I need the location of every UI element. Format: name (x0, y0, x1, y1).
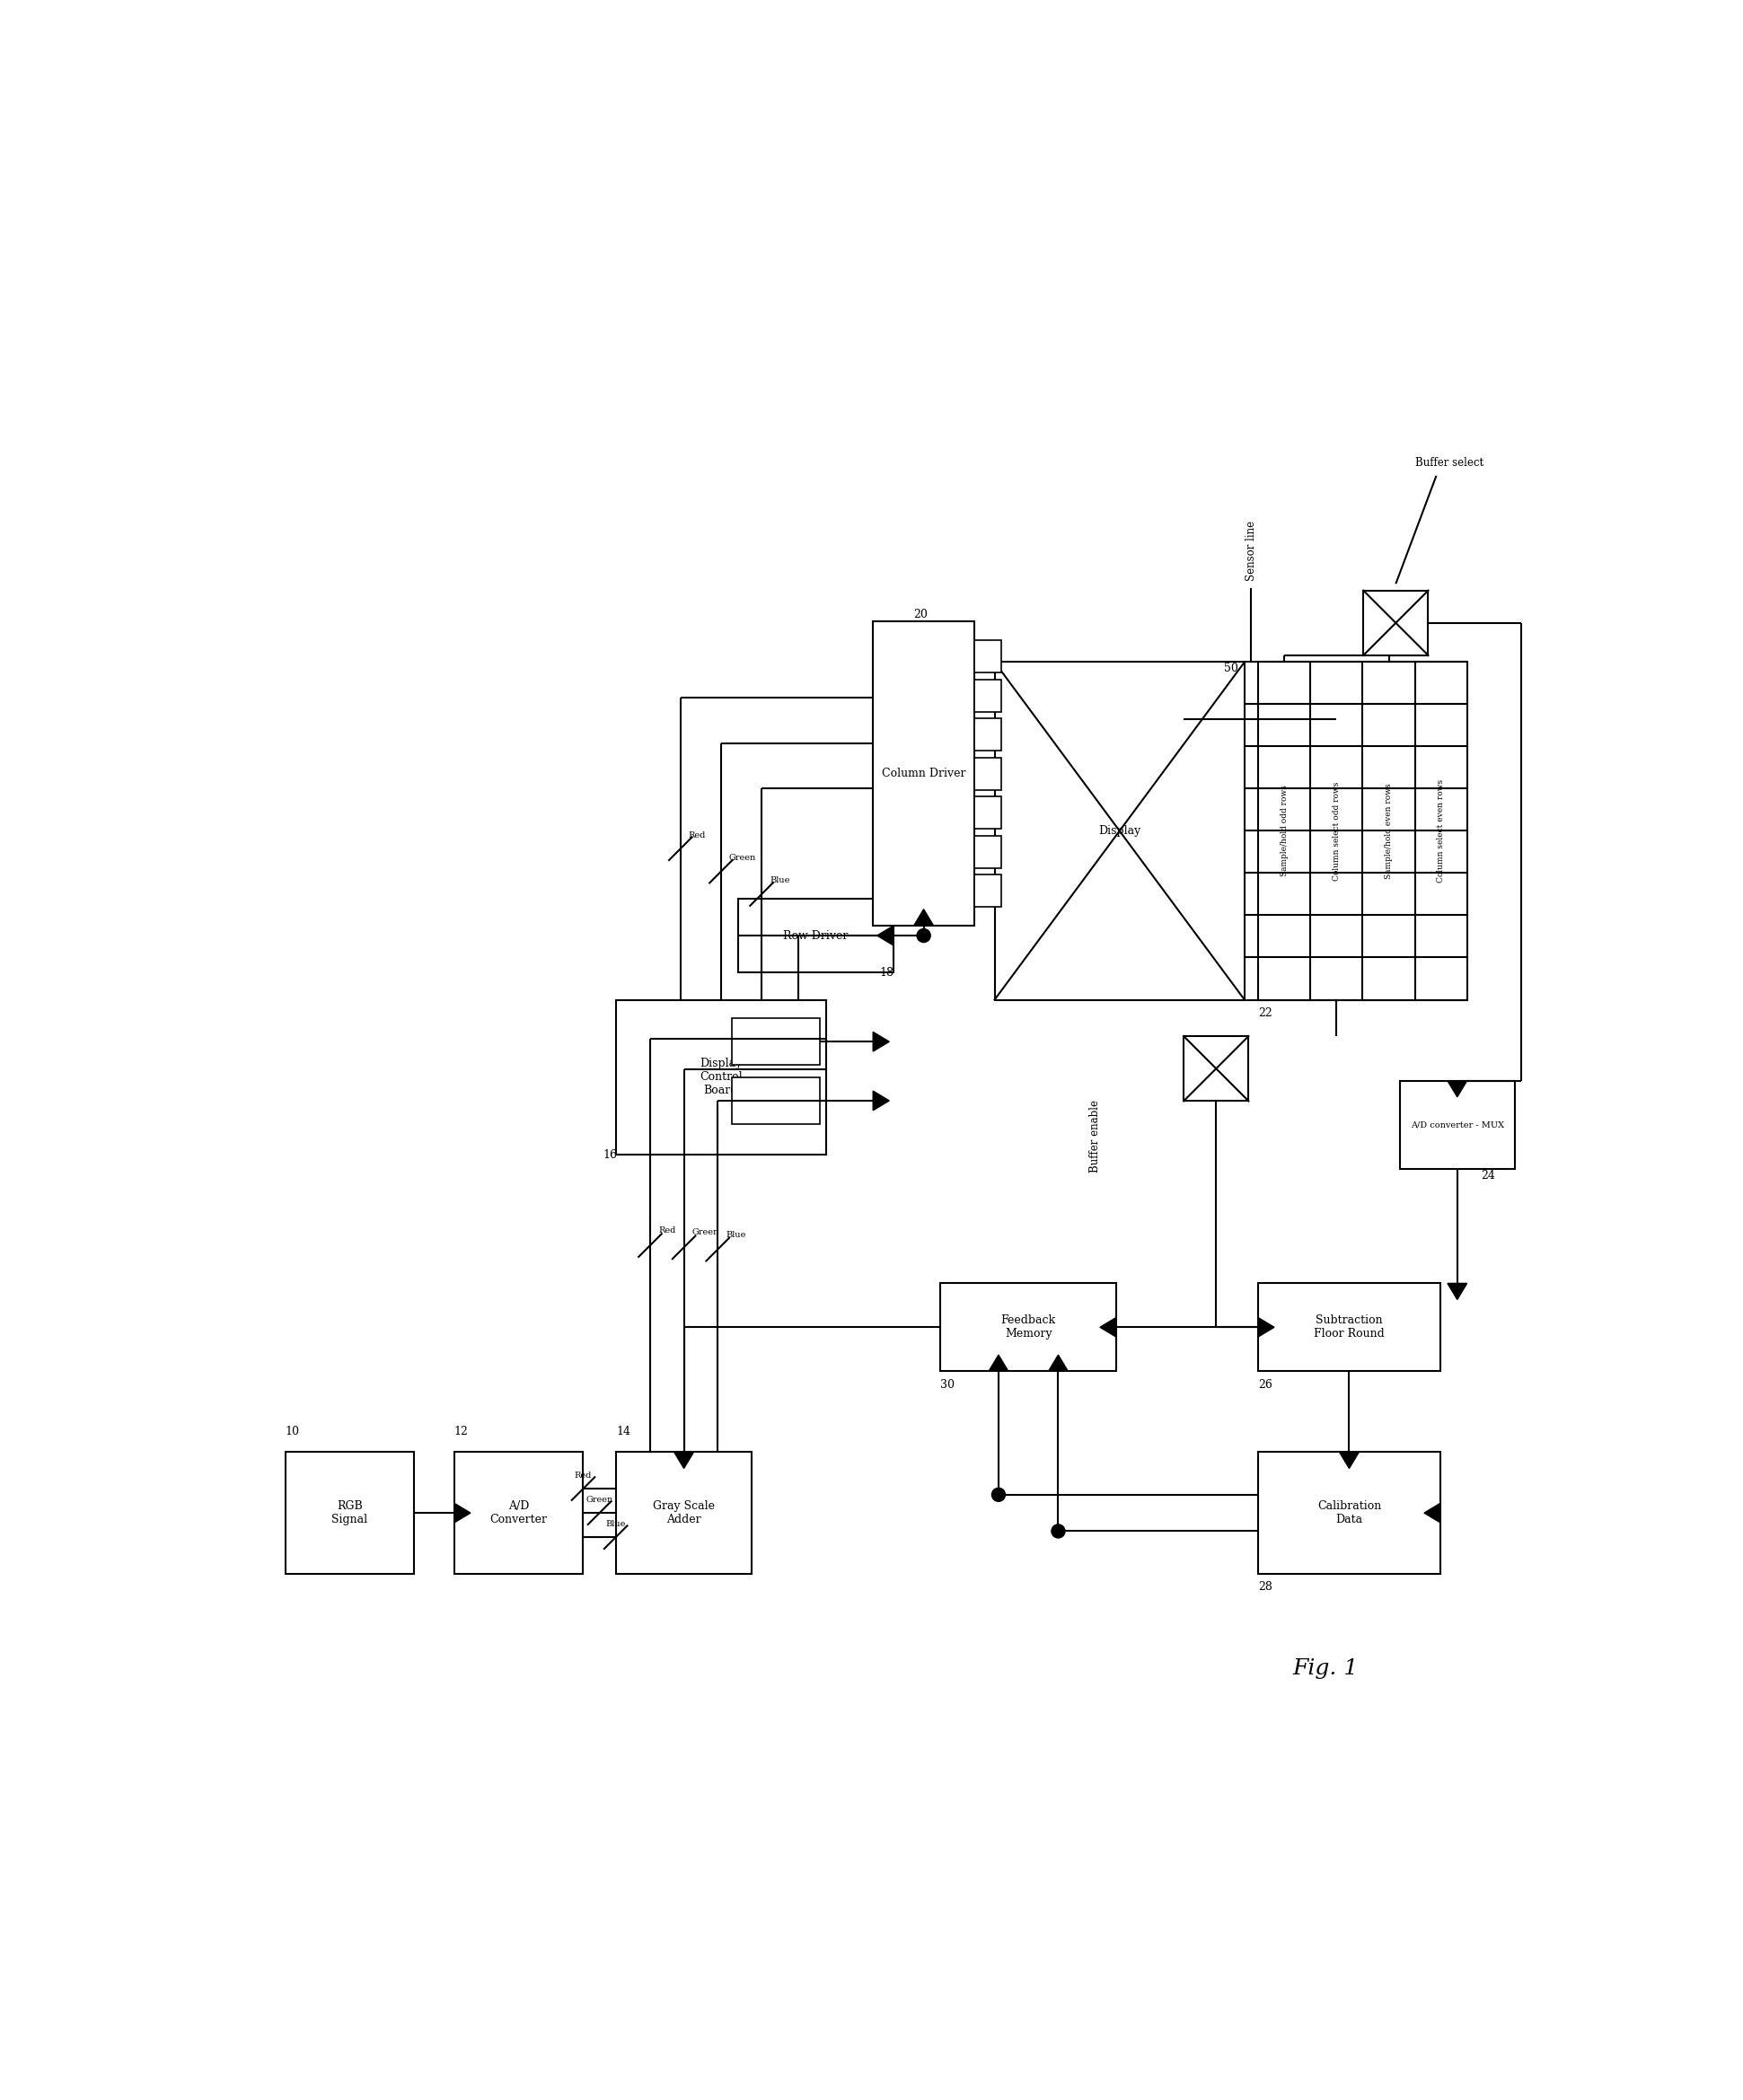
Text: Calibration
Data: Calibration Data (1318, 1499, 1380, 1525)
Text: Green: Green (586, 1495, 614, 1504)
Text: Column Driver: Column Driver (882, 769, 966, 779)
Polygon shape (913, 909, 934, 926)
Text: Buffer enable: Buffer enable (1089, 1100, 1102, 1172)
Circle shape (1051, 1525, 1065, 1537)
Text: 24: 24 (1482, 1170, 1495, 1180)
Polygon shape (1049, 1354, 1068, 1371)
Text: Sample/hold odd rows: Sample/hold odd rows (1279, 785, 1288, 876)
Bar (974, 876, 1002, 907)
Text: 20: 20 (913, 609, 927, 622)
Bar (732, 1077, 819, 1124)
Polygon shape (1424, 1504, 1440, 1522)
Bar (873, 622, 974, 926)
Text: 12: 12 (455, 1426, 469, 1439)
Text: RGB
Signal: RGB Signal (331, 1499, 368, 1525)
Text: Gray Scale
Adder: Gray Scale Adder (654, 1499, 715, 1525)
Text: A/D converter - MUX: A/D converter - MUX (1410, 1121, 1504, 1128)
Text: A/D
Converter: A/D Converter (490, 1499, 547, 1525)
Text: Green: Green (692, 1228, 720, 1237)
Text: Red: Red (575, 1472, 593, 1478)
Text: Column select odd rows: Column select odd rows (1332, 781, 1340, 880)
Text: 10: 10 (286, 1426, 300, 1439)
Bar (1363, 590, 1428, 655)
Text: Subtraction
Floor Round: Subtraction Floor Round (1314, 1315, 1384, 1340)
Text: Blue: Blue (770, 876, 790, 884)
Text: Sample/hold even rows: Sample/hold even rows (1386, 783, 1393, 878)
Text: Buffer select: Buffer select (1415, 458, 1483, 468)
Text: Fig. 1: Fig. 1 (1293, 1657, 1358, 1678)
Bar (732, 1018, 819, 1065)
Text: Red: Red (659, 1226, 676, 1235)
Bar (737, 899, 894, 972)
Polygon shape (455, 1504, 471, 1522)
Text: Row Extract: Row Extract (751, 1037, 798, 1046)
Text: Blue: Blue (605, 1520, 626, 1529)
Bar (1183, 1035, 1248, 1100)
Bar (286, 1453, 413, 1573)
Text: Feedback
Memory: Feedback Memory (1000, 1315, 1056, 1340)
Text: Green: Green (729, 855, 756, 861)
Text: 22: 22 (1258, 1008, 1272, 1018)
Polygon shape (873, 1092, 889, 1111)
Polygon shape (988, 1354, 1007, 1371)
Bar (974, 758, 1002, 790)
Bar (1400, 1082, 1515, 1168)
Text: 26: 26 (1258, 1380, 1272, 1390)
Bar (1258, 662, 1468, 1000)
Text: 16: 16 (603, 1149, 617, 1161)
Polygon shape (1258, 1317, 1274, 1338)
Polygon shape (873, 1031, 889, 1052)
Text: 14: 14 (617, 1426, 631, 1439)
Polygon shape (1447, 1082, 1468, 1096)
Polygon shape (877, 926, 894, 945)
Text: Column select even rows: Column select even rows (1438, 779, 1445, 882)
Bar (1258, 1283, 1440, 1371)
Polygon shape (675, 1453, 694, 1468)
Bar (617, 1453, 751, 1573)
Text: Row Driver: Row Driver (783, 930, 849, 941)
Bar (1258, 1453, 1440, 1573)
Bar (974, 718, 1002, 752)
Bar (941, 1283, 1116, 1371)
Text: Red: Red (688, 832, 706, 840)
Bar (974, 640, 1002, 672)
Polygon shape (1339, 1453, 1360, 1468)
Bar (455, 1453, 582, 1573)
Text: 50: 50 (1224, 664, 1239, 674)
Text: 30: 30 (941, 1380, 955, 1390)
Polygon shape (1447, 1283, 1468, 1300)
Circle shape (992, 1489, 1006, 1502)
Text: Display
Control
Board: Display Control Board (699, 1058, 743, 1096)
Bar (974, 796, 1002, 830)
Text: Blue: Blue (725, 1231, 746, 1239)
Circle shape (917, 928, 931, 943)
Polygon shape (1100, 1317, 1116, 1338)
Text: Sensor line: Sensor line (1246, 521, 1257, 582)
Bar (974, 680, 1002, 712)
Bar (995, 662, 1245, 1000)
Text: Display: Display (1098, 825, 1140, 836)
Bar (974, 836, 1002, 867)
Bar (617, 1000, 826, 1155)
Text: Col Extract: Col Extract (755, 1096, 797, 1105)
Text: 18: 18 (880, 966, 894, 979)
Text: 28: 28 (1258, 1581, 1272, 1594)
